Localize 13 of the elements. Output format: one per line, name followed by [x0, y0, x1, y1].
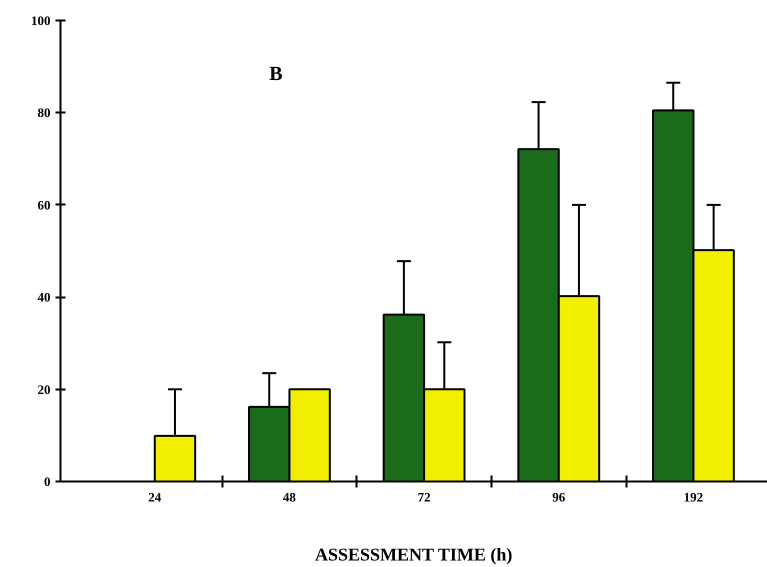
x-tick-label: 96 — [552, 490, 566, 504]
x-axis-title: ASSESSMENT TIME (h) — [314, 544, 512, 564]
x-tick-label: 72 — [418, 490, 431, 504]
y-tick-label: 40 — [38, 290, 50, 305]
y-tick-label: 0 — [44, 474, 50, 489]
y-tick-label: 20 — [38, 382, 50, 397]
y-tick-label: 60 — [38, 197, 50, 212]
y-tick-label: 100 — [31, 13, 50, 28]
annotation: B — [269, 63, 283, 86]
x-tick-label: 24 — [148, 490, 162, 504]
x-tick-label: 48 — [282, 490, 296, 504]
x-tick-label: 192 — [684, 490, 704, 504]
y-tick-label: 80 — [38, 105, 50, 120]
